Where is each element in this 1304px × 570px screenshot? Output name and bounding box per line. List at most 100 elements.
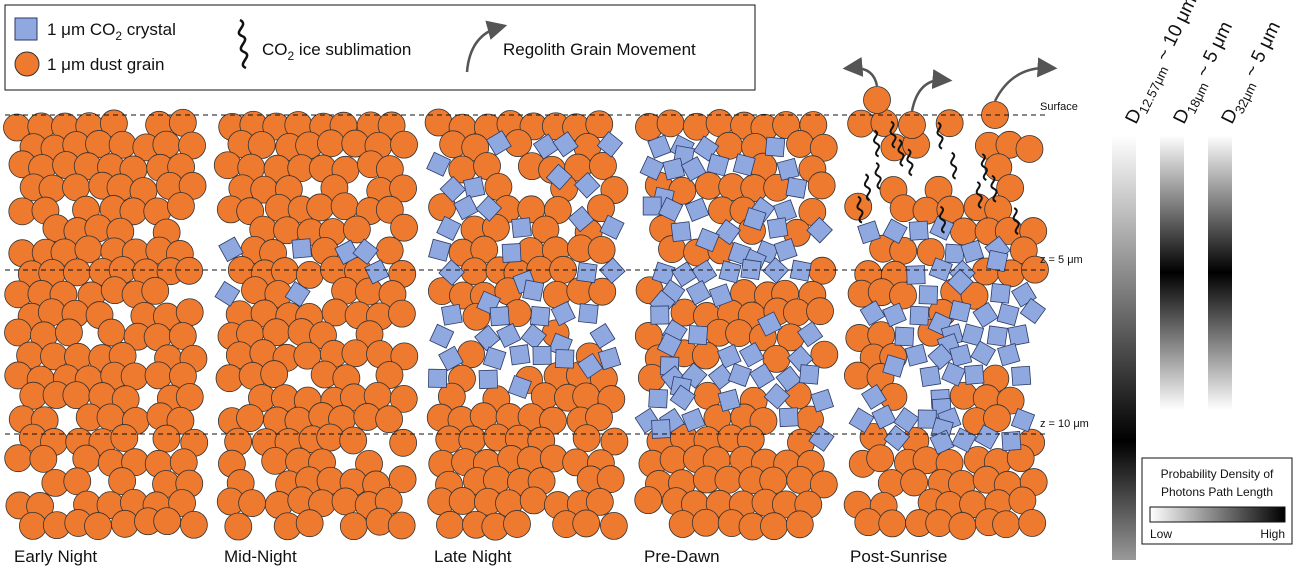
co2-crystal — [509, 344, 531, 366]
dust-grain — [153, 507, 182, 536]
dust-grain — [175, 256, 204, 285]
colorbar — [1149, 506, 1286, 523]
co2-crystal — [496, 322, 522, 349]
co2-crystal — [894, 326, 915, 347]
dust-grain — [261, 446, 290, 475]
dust-grain — [725, 319, 753, 348]
legend-dust-icon — [14, 51, 40, 77]
co2-crystal — [545, 163, 573, 191]
probe-bar — [1208, 135, 1232, 410]
sublimation-curl — [936, 121, 944, 150]
co2-crystal — [334, 239, 360, 265]
dust-grain — [585, 110, 614, 139]
co2-crystal — [520, 323, 548, 350]
co2-crystal — [949, 343, 973, 368]
dust-grain — [247, 131, 276, 159]
dust-grain — [596, 465, 625, 493]
co2-crystal — [961, 323, 985, 347]
co2-crystal — [364, 259, 390, 285]
co2-crystal — [757, 311, 783, 337]
co2-crystal — [550, 301, 576, 327]
co2-crystal — [439, 175, 467, 203]
co2-crystal — [708, 283, 733, 308]
sublimation-curl — [975, 181, 983, 209]
dust-grain — [387, 511, 416, 540]
co2-crystal — [684, 197, 710, 222]
co2-crystal — [656, 332, 683, 358]
co2-crystal — [554, 349, 575, 369]
dust-grain — [900, 468, 929, 497]
dust-grain — [436, 510, 464, 539]
co2-crystal — [639, 155, 665, 181]
co2-crystal — [974, 424, 1000, 450]
co2-crystal — [573, 172, 601, 199]
co2-crystal — [764, 136, 786, 158]
dust-grain — [339, 512, 368, 541]
legend-movement: Regolith Grain Movement — [503, 40, 696, 59]
co2-crystal — [599, 214, 625, 240]
dust-grain — [585, 487, 614, 516]
co2-crystal — [284, 281, 311, 308]
dust-grain — [110, 424, 139, 452]
dust-grain — [375, 361, 404, 389]
sublimation-curl — [897, 139, 905, 167]
dust-grain — [810, 340, 839, 369]
co2-crystal — [567, 205, 595, 233]
dust-grain — [331, 487, 360, 516]
co2-crystal — [576, 261, 598, 284]
co2-crystal — [642, 196, 662, 216]
co2-crystal — [596, 131, 624, 158]
dust-grain — [55, 318, 83, 347]
legend-crystal: 1 μm CO2 crystal — [47, 20, 176, 43]
co2-crystal — [1019, 297, 1047, 325]
dust-grain — [388, 465, 417, 494]
co2-crystal — [714, 218, 741, 246]
co2-crystal — [511, 217, 532, 238]
dust-grain — [589, 152, 617, 180]
dust-grain — [224, 512, 253, 541]
co2-crystal — [883, 424, 911, 452]
dust-grain — [572, 509, 601, 538]
co2-crystal — [438, 345, 464, 372]
probe-bar — [1112, 135, 1136, 560]
colorbar-low: Low — [1150, 527, 1172, 541]
co2-crystal — [732, 153, 756, 177]
dust-grain — [457, 340, 486, 369]
co2-crystal — [763, 382, 791, 410]
co2-crystal — [474, 324, 501, 352]
sublimation-curl — [889, 120, 897, 149]
co2-crystal — [904, 343, 928, 367]
co2-crystal — [691, 259, 718, 286]
dust-grain — [167, 192, 195, 220]
co2-crystal — [948, 299, 972, 323]
co2-crystal — [929, 429, 955, 455]
co2-crystal — [946, 268, 974, 296]
dust-grain — [19, 511, 47, 540]
co2-crystal — [650, 305, 670, 325]
movement-arrow — [993, 57, 1058, 102]
dust-grain — [588, 277, 617, 306]
dust-grain — [168, 489, 196, 517]
dust-grain — [236, 404, 264, 432]
dust-grain — [760, 512, 788, 541]
dust-grain — [854, 508, 883, 537]
co2-crystal — [808, 425, 835, 452]
co2-crystal — [599, 257, 626, 284]
co2-crystal — [997, 343, 1021, 367]
co2-crystal — [597, 346, 622, 371]
co2-crystal — [648, 388, 668, 409]
co2-crystal — [578, 303, 599, 324]
co2-crystal — [996, 303, 1020, 327]
dust-grain — [714, 465, 743, 494]
co2-crystal — [681, 407, 706, 433]
dust-grain — [152, 130, 181, 159]
co2-crystal — [218, 236, 244, 263]
dust-grain — [387, 299, 416, 328]
dust-grain — [175, 383, 204, 411]
dust-grain — [4, 444, 33, 473]
dust-grain — [175, 298, 204, 327]
sublimation-curl — [990, 174, 998, 203]
dust-grain — [295, 509, 324, 538]
dust-grain — [935, 109, 964, 138]
co2-crystal — [742, 207, 767, 231]
